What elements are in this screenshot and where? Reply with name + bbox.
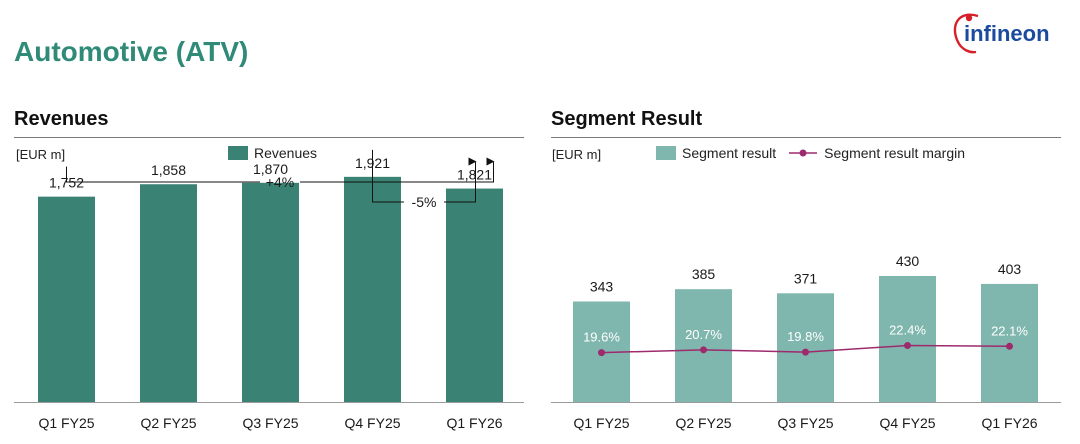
- revenue-category-label: Q1 FY25: [38, 415, 94, 431]
- revenue-category-label: Q4 FY25: [344, 415, 400, 431]
- logo-text: infineon: [964, 21, 1050, 46]
- revenue-bar: [140, 184, 197, 402]
- growth-label-qoq: -5%: [412, 194, 437, 210]
- revenue-bar: [344, 176, 401, 402]
- segment-result-bar: [777, 293, 834, 402]
- segment-value-label: 371: [794, 270, 818, 286]
- segment-category-label: Q4 FY25: [879, 415, 935, 431]
- margin-value-label: 22.1%: [991, 323, 1028, 338]
- page-title: Automotive (ATV): [14, 36, 249, 67]
- margin-value-label: 22.4%: [889, 323, 926, 338]
- revenue-category-label: Q2 FY25: [140, 415, 196, 431]
- segment-unit-label: [EUR m]: [552, 147, 602, 162]
- margin-legend-label: Segment result margin: [824, 145, 966, 161]
- margin-value-label: 19.8%: [787, 329, 824, 344]
- segment-legend: Segment result Segment result margin: [656, 145, 965, 161]
- logo-dot: [965, 14, 973, 22]
- segment-category-label: Q1 FY26: [981, 415, 1037, 431]
- segment-result-bar: [879, 276, 936, 402]
- growth-bracket-yoy: [66, 162, 494, 183]
- segment-value-label: 343: [590, 278, 614, 294]
- segment-title-rule: [551, 137, 1061, 138]
- segment-result-title: Segment Result: [551, 108, 703, 130]
- revenue-bar: [38, 196, 95, 402]
- segment-result-bar: [675, 289, 732, 402]
- revenues-title: Revenues: [14, 108, 109, 130]
- revenue-category-label: Q3 FY25: [242, 415, 298, 431]
- margin-point: [598, 349, 605, 357]
- revenue-category-label: Q1 FY26: [446, 415, 502, 431]
- margin-value-label: 19.6%: [583, 330, 620, 345]
- growth-label-yoy: +4%: [266, 174, 294, 190]
- segment-category-label: Q3 FY25: [777, 415, 833, 431]
- segment-legend-swatch: [656, 146, 676, 160]
- segment-legend-label: Segment result: [682, 145, 777, 161]
- revenue-value-label: 1,752: [49, 175, 84, 191]
- margin-legend-marker: [789, 149, 818, 157]
- revenues-legend: Revenues: [228, 145, 317, 161]
- margin-point: [700, 346, 707, 354]
- segment-category-label: Q1 FY25: [573, 415, 629, 431]
- revenues-unit-label: [EUR m]: [16, 147, 66, 162]
- revenue-bar: [446, 188, 503, 402]
- margin-value-label: 20.7%: [685, 327, 722, 342]
- growth-bracket-qoq: [372, 149, 476, 203]
- margin-point: [1006, 342, 1013, 350]
- segment-value-label: 430: [896, 253, 920, 269]
- margin-point: [904, 342, 911, 350]
- revenue-value-label: 1,858: [151, 162, 186, 178]
- logo-swoosh: [953, 13, 979, 54]
- revenue-bar: [242, 182, 299, 402]
- revenues-legend-label: Revenues: [254, 145, 318, 161]
- infineon-logo: infineon: [953, 13, 1050, 54]
- segment-category-label: Q2 FY25: [675, 415, 731, 431]
- segment-result-chart: 343 Q1 FY25 385 Q2 FY25 371 Q3 FY25 430 Q4 FY25…: [551, 253, 1061, 431]
- margin-point: [802, 348, 809, 356]
- segment-value-label: 385: [692, 266, 716, 282]
- revenue-value-label: 1,870: [253, 161, 288, 177]
- segment-value-label: 403: [998, 261, 1022, 277]
- revenues-title-rule: [14, 137, 524, 138]
- revenue-value-label: 1,821: [457, 167, 492, 183]
- revenues-legend-swatch: [228, 146, 248, 160]
